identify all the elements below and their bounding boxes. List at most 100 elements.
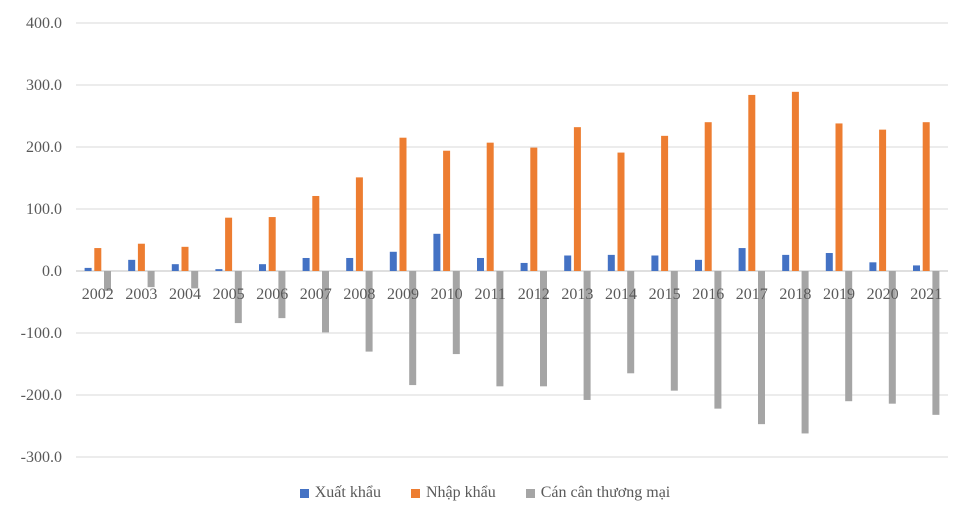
bar-can-can	[322, 271, 329, 333]
bar-xuat-khau	[913, 265, 920, 271]
bar-can-can	[191, 271, 199, 289]
x-tick-label: 2020	[867, 286, 899, 303]
bar-nhap-khau	[661, 135, 669, 271]
x-tick-label: 2016	[692, 286, 724, 303]
bar-xuat-khau	[433, 233, 441, 271]
bar-nhap-khau	[835, 123, 843, 271]
bar-nhap-khau	[268, 217, 276, 271]
bar-xuat-khau	[84, 267, 92, 271]
bar-can-can	[627, 271, 635, 374]
bar-xuat-khau	[782, 254, 790, 271]
legend-swatch-xuat-khau	[299, 488, 309, 498]
bar-nhap-khau	[355, 177, 363, 271]
bar-xuat-khau	[477, 257, 484, 271]
y-tick-label: -100.0	[21, 325, 62, 342]
x-tick-label: 2005	[213, 286, 245, 303]
legend-item-nhap-khau: Nhập khẩu	[410, 484, 496, 502]
bar-can-can	[496, 271, 504, 387]
bar-can-can	[583, 271, 591, 400]
bar-can-can	[801, 271, 809, 434]
bar-nhap-khau	[617, 152, 625, 271]
bar-nhap-khau	[137, 243, 145, 271]
bar-can-can	[932, 271, 940, 415]
bar-nhap-khau	[791, 91, 799, 271]
bar-can-can	[104, 271, 111, 291]
bar-nhap-khau	[922, 122, 930, 271]
bar-nhap-khau	[443, 150, 451, 271]
bar-nhap-khau	[748, 94, 756, 271]
x-axis-tick-labels: 2002 2003 2004 2005 2006 2007 2008 2009 2010 2011…	[82, 286, 942, 303]
bar-xuat-khau	[389, 251, 397, 271]
y-tick-label: 300.0	[26, 77, 62, 94]
bar-nhap-khau	[573, 127, 581, 271]
x-tick-label: 2009	[387, 286, 419, 303]
bars	[84, 91, 940, 434]
bar-nhap-khau	[94, 248, 102, 271]
y-tick-label: 200.0	[26, 139, 62, 156]
bar-can-can	[845, 271, 853, 402]
bar-xuat-khau	[128, 259, 136, 271]
y-tick-label: -200.0	[21, 387, 62, 404]
x-tick-label: 2004	[169, 286, 201, 303]
x-tick-label: 2018	[779, 286, 811, 303]
bar-nhap-khau	[399, 137, 407, 271]
bar-nhap-khau	[704, 122, 712, 271]
bar-nhap-khau	[225, 217, 233, 271]
y-axis-tick-labels: 400.0 300.0 200.0 100.0 0.0 -100.0 -200.0 -300.…	[21, 15, 62, 466]
legend: Xuất khẩu Nhập khẩu Cán cân thương mại	[0, 484, 970, 502]
bar-xuat-khau	[738, 248, 746, 271]
bar-can-can	[409, 271, 417, 386]
legend-item-can-can: Cán cân thương mại	[525, 484, 671, 502]
bar-nhap-khau	[486, 142, 494, 271]
bar-can-can	[278, 271, 286, 319]
legend-label-nhap-khau: Nhập khẩu	[425, 484, 496, 501]
bar-can-can	[365, 271, 373, 352]
bar-nhap-khau	[181, 246, 189, 271]
bar-can-can	[234, 271, 242, 324]
x-tick-label: 2007	[300, 286, 332, 303]
bar-xuat-khau	[651, 255, 659, 271]
bar-xuat-khau	[607, 254, 615, 271]
x-tick-label: 2013	[561, 286, 593, 303]
bar-xuat-khau	[869, 262, 877, 271]
bar-nhap-khau	[879, 129, 887, 271]
bar-xuat-khau	[564, 255, 572, 271]
bar-can-can	[888, 271, 896, 404]
bar-can-can	[147, 271, 155, 288]
x-tick-label: 2019	[823, 286, 855, 303]
x-tick-label: 2015	[649, 286, 681, 303]
y-tick-label: -300.0	[21, 449, 62, 466]
legend-item-xuat-khau: Xuất khẩu	[299, 484, 381, 502]
legend-swatch-nhap-khau	[410, 488, 420, 498]
y-tick-label: 400.0	[26, 15, 62, 32]
x-tick-label: 2010	[431, 286, 463, 303]
bar-xuat-khau	[302, 257, 310, 271]
bar-can-can	[758, 271, 765, 425]
bar-can-can	[540, 271, 547, 387]
bar-xuat-khau	[215, 269, 223, 271]
legend-label-xuat-khau: Xuất khẩu	[314, 484, 381, 501]
legend-swatch-can-can	[525, 488, 535, 498]
x-tick-label: 2003	[125, 286, 157, 303]
gridlines	[76, 22, 948, 458]
x-tick-label: 2002	[82, 286, 114, 303]
x-tick-label: 2014	[605, 286, 637, 303]
x-tick-label: 2008	[343, 286, 375, 303]
bar-xuat-khau	[520, 262, 528, 271]
x-tick-label: 2017	[736, 286, 768, 303]
y-tick-label: 100.0	[26, 201, 62, 218]
x-tick-label: 2012	[518, 286, 550, 303]
bar-can-can	[670, 271, 678, 391]
x-tick-label: 2006	[256, 286, 288, 303]
bar-nhap-khau	[312, 195, 320, 271]
bar-can-can	[714, 271, 722, 409]
bar-xuat-khau	[695, 259, 702, 271]
x-tick-label: 2011	[474, 286, 505, 303]
bar-xuat-khau	[346, 257, 354, 271]
bar-can-can	[452, 271, 460, 355]
bar-xuat-khau	[259, 264, 266, 271]
bar-chart: 400.0 300.0 200.0 100.0 0.0 -100.0 -200.0 -300.…	[21, 15, 948, 466]
bar-xuat-khau	[171, 264, 179, 271]
bar-xuat-khau	[825, 253, 833, 271]
legend-label-can-can: Cán cân thương mại	[540, 484, 671, 501]
